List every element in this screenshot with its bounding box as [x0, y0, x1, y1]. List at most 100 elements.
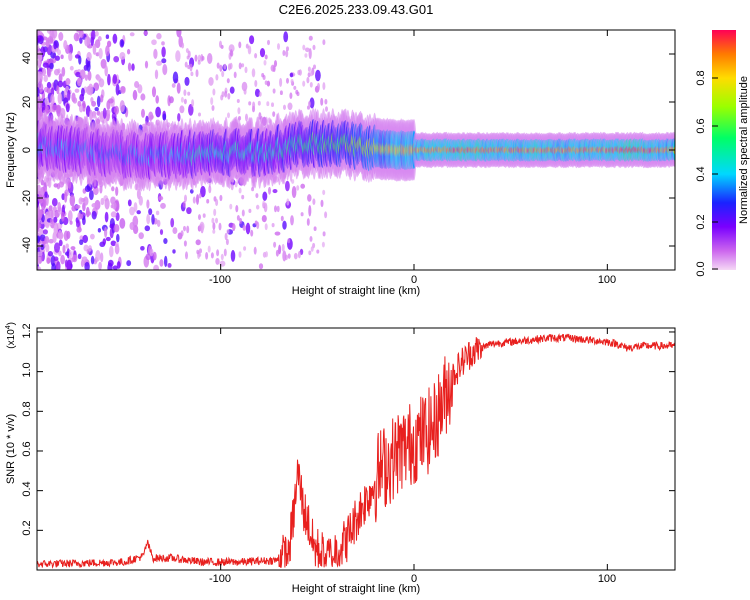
spectrogram-noise-cell [230, 249, 236, 262]
spectrogram-noise-cell [306, 76, 310, 84]
spectrogram-noise-cell [181, 42, 185, 49]
spectrogram-noise-cell [64, 259, 69, 268]
spectrogram-noise-cell [71, 205, 77, 212]
spectrogram-noise-cell [78, 55, 82, 65]
spectrogram-noise-cell [196, 249, 200, 255]
spectrogram-noise-cell [67, 89, 71, 101]
spectrogram-noise-cell [63, 40, 68, 50]
spectrogram-noise-cell [277, 43, 280, 50]
spectrogram-noise-cell [302, 80, 306, 87]
colorbar-tick-label: 0.6 [695, 118, 707, 133]
spectrogram-noise-cell [160, 202, 166, 209]
spectrogram-ylabel: Frequency (Hz) [5, 112, 17, 188]
spectrogram-noise-cell [127, 199, 132, 207]
spectrogram-noise-cell [300, 183, 306, 189]
spectrogram-ytick-label: 40 [21, 52, 33, 64]
spectrogram-noise-cell [180, 96, 184, 103]
spectrogram-ytick-label: 0 [21, 147, 33, 153]
spectrogram-noise-cell [212, 88, 216, 96]
snr-xtick-label: -100 [209, 573, 231, 585]
spectrogram-noise-cell [239, 217, 243, 225]
spectrogram-noise-cell [87, 70, 92, 81]
spectrogram-noise-cell [279, 90, 283, 96]
spectrogram-noise-cell [289, 92, 293, 99]
spectrogram-noise-cell [223, 63, 227, 70]
spectrogram-noise-cell [273, 241, 277, 248]
spectrogram-noise-cell [58, 32, 64, 41]
spectrogram-noise-cell [262, 191, 268, 201]
spectrogram-noise-cell [215, 257, 220, 265]
spectrogram-noise-cell [40, 243, 45, 251]
spectrogram-noise-cell [55, 55, 60, 61]
spectrogram-noise-cell [114, 243, 120, 255]
spectrogram-noise-cell [244, 66, 248, 74]
spectrogram-noise-cell [69, 65, 74, 71]
spectrogram-noise-cell [304, 47, 310, 53]
spectrogram-noise-cell [293, 85, 297, 90]
spectrogram-noise-cell [310, 246, 314, 252]
spectrogram-noise-cell [219, 194, 223, 202]
spectrogram-noise-cell [236, 98, 240, 104]
spectrogram-noise-cell [283, 104, 286, 110]
spectrogram-noise-cell [116, 261, 121, 269]
spectrogram-noise-cell [284, 254, 288, 261]
spectrogram-noise-cell [272, 111, 276, 117]
spectrogram-noise-cell [37, 44, 40, 50]
spectrogram-noise-cell [186, 225, 190, 234]
spectrogram-noise-cell [250, 229, 254, 237]
spectrogram-noise-cell [188, 104, 194, 116]
spectrogram-noise-cell [154, 69, 159, 80]
spectrogram-noise-cell [211, 105, 215, 111]
spectrogram-noise-cell [245, 43, 249, 49]
spectrogram-noise-cell [310, 70, 313, 77]
spectrogram-noise-cell [75, 71, 81, 78]
spectrogram-noise-cell [238, 62, 242, 70]
spectrogram-noise-cell [320, 97, 324, 106]
spectrogram-noise-cell [112, 201, 117, 210]
spectrogram-noise-cell [317, 82, 320, 91]
spectrogram-noise-cell [78, 197, 84, 205]
spectrogram-noise-cell [307, 105, 310, 110]
spectrogram-noise-cell [213, 208, 217, 217]
spectrogram-noise-cell [241, 209, 245, 217]
spectrogram-noise-cell [60, 254, 65, 265]
spectrogram-noise-cell [159, 259, 164, 267]
spectrogram-noise-cell [241, 81, 248, 92]
spectrogram-noise-cell [67, 210, 73, 222]
spectrogram-noise-cell [309, 81, 313, 88]
spectrogram-noise-cell [120, 40, 124, 47]
spectrogram-xtick-label: 0 [411, 274, 417, 286]
spectrogram-noise-cell [110, 211, 117, 218]
spectrogram-noise-cell [72, 97, 78, 104]
spectrogram-noise-cell [295, 89, 299, 95]
spectrogram-noise-cell [77, 100, 82, 107]
spectrogram-noise-cell [313, 64, 316, 70]
spectrogram-noise-cell [184, 61, 188, 68]
spectrogram-noise-cell [185, 48, 189, 54]
snr-series-line [37, 333, 675, 569]
spectrogram-noise-cell [69, 220, 73, 225]
spectrogram-noise-cell [175, 50, 181, 62]
spectrogram-noise-cell [46, 81, 52, 89]
spectrogram-noise-cell [197, 59, 201, 65]
spectrogram-noise-cell [219, 40, 222, 48]
spectrogram-noise-cell [183, 89, 187, 96]
spectrogram-noise-cell [86, 51, 92, 61]
spectrogram-noise-cell [286, 77, 289, 84]
spectrogram-noise-cell [74, 88, 80, 93]
spectrogram-noise-cell [79, 36, 83, 44]
spectrogram-noise-cell [144, 60, 149, 69]
spectrogram-noise-cell [115, 212, 120, 222]
colorbar-tick-label: 0.4 [695, 166, 707, 181]
spectrogram-noise-cell [98, 48, 103, 59]
spectrogram-ytick-label: -20 [21, 190, 33, 206]
spectrogram-noise-cell [195, 239, 201, 246]
spectrogram-noise-cell [241, 194, 245, 200]
spectrogram-noise-cell [261, 215, 267, 223]
spectrogram-noise-cell [116, 233, 120, 243]
spectrogram-noise-cell [89, 189, 94, 201]
spectrogram-noise-cell [115, 186, 119, 197]
spectrogram-noise-cell [264, 54, 268, 60]
spectrogram-noise-cell [255, 193, 259, 199]
spectrogram-noise-cell [198, 193, 202, 199]
